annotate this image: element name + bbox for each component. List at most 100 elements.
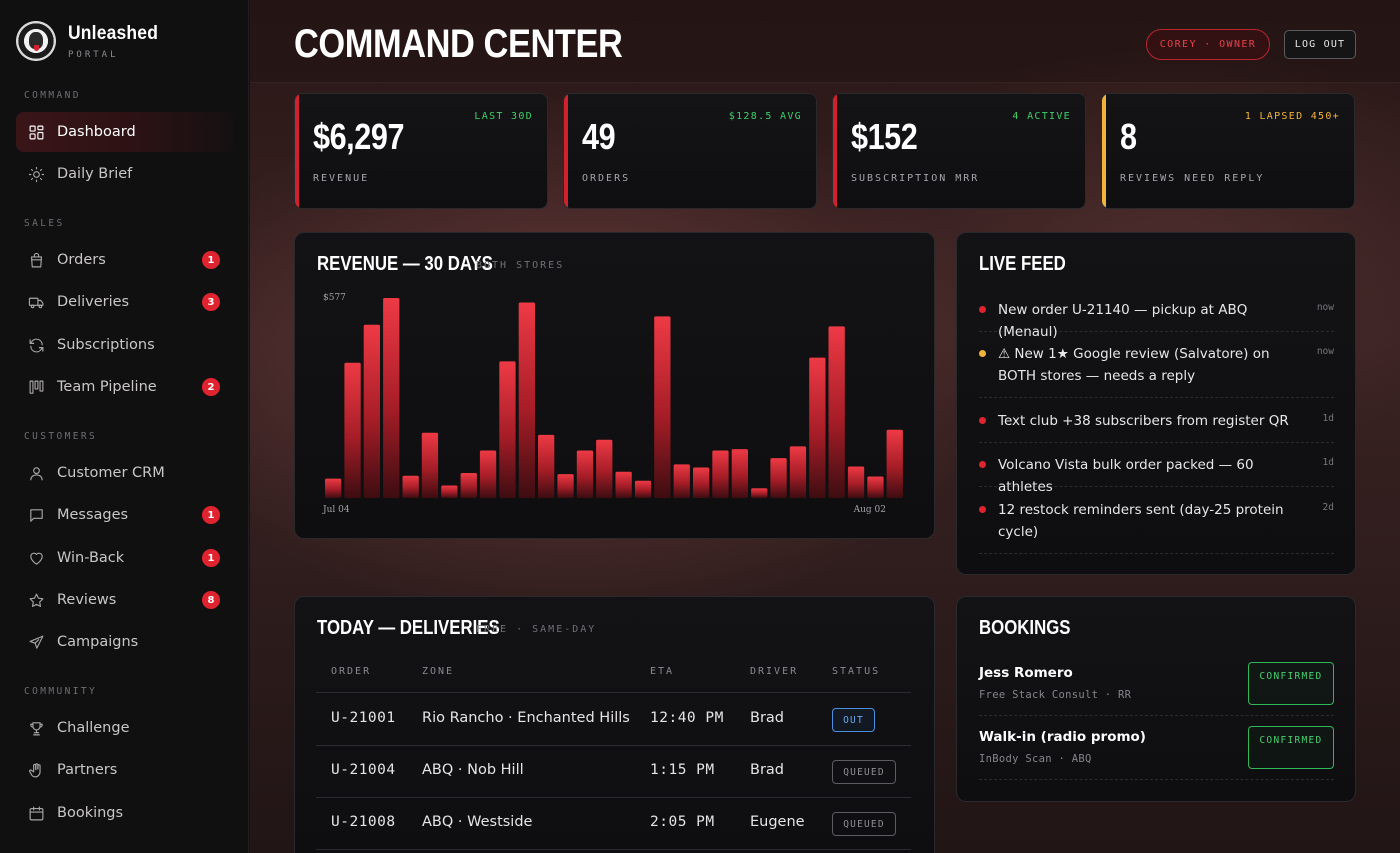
sidebar-item-deliveries[interactable]: Deliveries 3 bbox=[16, 282, 234, 322]
chart-bar[interactable] bbox=[460, 473, 477, 498]
column-header-order[interactable]: ORDER bbox=[331, 666, 372, 677]
chart-bar[interactable] bbox=[847, 466, 865, 499]
hand-icon bbox=[28, 762, 45, 779]
chart-bar[interactable] bbox=[654, 316, 671, 498]
sun-icon bbox=[28, 166, 45, 183]
feed-text: Text club +38 subscribers from register … bbox=[998, 413, 1289, 429]
booking-name: Walk-in (radio promo) bbox=[979, 729, 1146, 745]
chart-bar[interactable] bbox=[538, 434, 555, 498]
chart-bar[interactable] bbox=[615, 471, 632, 498]
feed-item[interactable]: Volcano Vista bulk order packed — 60 ath… bbox=[979, 452, 1334, 495]
kpi-accent bbox=[833, 94, 837, 208]
feed-time: now bbox=[1316, 302, 1334, 313]
booking-status-badge[interactable]: CONFIRMED bbox=[1248, 726, 1334, 769]
chart-bar[interactable] bbox=[693, 467, 710, 499]
sidebar-item-label: Dashboard bbox=[57, 124, 136, 140]
chart-bar[interactable] bbox=[809, 357, 826, 498]
kpi-label: ORDERS bbox=[582, 173, 631, 184]
chart-bar[interactable] bbox=[421, 432, 439, 498]
chart-bar[interactable] bbox=[731, 449, 748, 498]
kpi-card-reviews[interactable]: 1 LAPSED 450+ 8 REVIEWS NEED REPLY bbox=[1101, 93, 1355, 209]
booking-status-badge[interactable]: CONFIRMED bbox=[1248, 662, 1334, 705]
chart-bar[interactable] bbox=[344, 362, 361, 498]
sidebar-item-daily-brief[interactable]: Daily Brief bbox=[16, 154, 234, 194]
status-badge[interactable]: QUEUED bbox=[832, 812, 896, 836]
column-header-zone[interactable]: ZONE bbox=[422, 666, 455, 677]
logout-button[interactable]: LOG OUT bbox=[1284, 30, 1356, 59]
cell-order: U-21004 bbox=[331, 762, 396, 778]
truck-icon bbox=[28, 294, 45, 311]
chart-bar[interactable] bbox=[712, 450, 729, 499]
chart-bar[interactable] bbox=[770, 458, 787, 498]
kpi-value: $152 bbox=[851, 116, 918, 157]
chart-bar[interactable] bbox=[673, 464, 690, 498]
feed-item[interactable]: ⚠ New 1★ Google review (Salvatore) on BO… bbox=[979, 341, 1334, 398]
kpi-label: REVIEWS NEED REPLY bbox=[1120, 173, 1265, 184]
brand[interactable]: Unleashed PORTAL bbox=[16, 21, 166, 61]
chart-bar[interactable] bbox=[363, 324, 380, 498]
sidebar-item-win-back[interactable]: Win-Back 1 bbox=[16, 538, 234, 578]
feed-item[interactable]: Text club +38 subscribers from register … bbox=[979, 408, 1334, 443]
status-badge[interactable]: QUEUED bbox=[832, 760, 896, 784]
chart-bar[interactable] bbox=[596, 439, 613, 498]
feed-item[interactable]: 12 restock reminders sent (day-25 protei… bbox=[979, 497, 1334, 554]
chart-bar[interactable] bbox=[557, 474, 574, 498]
sidebar-item-reviews[interactable]: Reviews 8 bbox=[16, 580, 234, 620]
feed-time: now bbox=[1316, 346, 1334, 357]
feed-time: 2d bbox=[1322, 502, 1334, 513]
chart-bar[interactable] bbox=[441, 485, 458, 499]
sidebar-item-challenge[interactable]: Challenge bbox=[16, 708, 234, 748]
sidebar-item-bookings[interactable]: Bookings bbox=[16, 793, 234, 833]
kpi-card-subscription-mrr[interactable]: 4 ACTIVE $152 SUBSCRIPTION MRR bbox=[832, 93, 1086, 209]
kpi-card-revenue[interactable]: LAST 30D $6,297 REVENUE bbox=[294, 93, 548, 209]
chart-bar[interactable] bbox=[402, 475, 419, 498]
chart-bar[interactable] bbox=[789, 446, 807, 498]
deliveries-subtitle: FREE · SAME-DAY bbox=[476, 624, 597, 635]
sidebar-item-campaigns[interactable]: Campaigns bbox=[16, 622, 234, 662]
column-header-driver[interactable]: DRIVER bbox=[750, 666, 799, 677]
feed-dot bbox=[979, 306, 986, 313]
feed-time: 1d bbox=[1322, 413, 1334, 424]
chart-bar[interactable] bbox=[518, 302, 535, 499]
bookings-panel: Bookings Jess Romero Free Stack Consult … bbox=[956, 596, 1356, 802]
chart-bar[interactable] bbox=[325, 478, 342, 498]
chart-max-label: $577 bbox=[323, 293, 346, 303]
user-chip[interactable]: COREY · OWNER bbox=[1146, 29, 1270, 60]
chart-bar[interactable] bbox=[383, 298, 400, 498]
row-divider bbox=[316, 849, 911, 850]
feed-item[interactable]: New order U-21140 — pickup at ABQ (Menau… bbox=[979, 297, 1334, 340]
chart-bar[interactable] bbox=[576, 450, 594, 499]
column-header-status[interactable]: STATUS bbox=[832, 666, 881, 677]
kpi-label: REVENUE bbox=[313, 173, 370, 184]
chart-bar[interactable] bbox=[751, 488, 768, 498]
sidebar-item-partners[interactable]: Partners bbox=[16, 750, 234, 790]
feed-dot bbox=[979, 417, 986, 424]
kpi-tag: LAST 30D bbox=[474, 111, 533, 122]
sidebar-item-orders[interactable]: Orders 1 bbox=[16, 240, 234, 280]
chart-bar[interactable] bbox=[828, 326, 845, 498]
chart-bar[interactable] bbox=[499, 361, 516, 498]
row-divider bbox=[316, 692, 911, 693]
status-badge[interactable]: OUT bbox=[832, 708, 875, 732]
chart-bar[interactable] bbox=[886, 429, 903, 498]
sidebar-item-label: Daily Brief bbox=[57, 166, 133, 182]
sidebar-item-dashboard[interactable]: Dashboard bbox=[16, 112, 234, 152]
nav-section-customers: CUSTOMERS bbox=[24, 431, 98, 442]
count-badge: 1 bbox=[202, 549, 220, 567]
cell-order: U-21008 bbox=[331, 814, 396, 830]
kpi-card-orders[interactable]: $128.5 AVG 49 ORDERS bbox=[563, 93, 817, 209]
sidebar-item-customer-crm[interactable]: Customer CRM bbox=[16, 453, 234, 493]
sidebar-item-team-pipeline[interactable]: Team Pipeline 2 bbox=[16, 367, 234, 407]
count-badge: 3 bbox=[202, 293, 220, 311]
chart-bar[interactable] bbox=[634, 480, 652, 498]
sidebar-item-label: Win-Back bbox=[57, 550, 125, 566]
brand-logo bbox=[16, 21, 56, 61]
column-header-eta[interactable]: ETA bbox=[650, 666, 675, 677]
kpi-value: 8 bbox=[1120, 116, 1137, 157]
kpi-accent bbox=[1102, 94, 1106, 208]
chart-bar[interactable] bbox=[479, 450, 497, 499]
sidebar-item-label: Challenge bbox=[57, 720, 130, 736]
chart-bar[interactable] bbox=[867, 476, 884, 499]
sidebar-item-subscriptions[interactable]: Subscriptions bbox=[16, 325, 234, 365]
sidebar-item-messages[interactable]: Messages 1 bbox=[16, 495, 234, 535]
